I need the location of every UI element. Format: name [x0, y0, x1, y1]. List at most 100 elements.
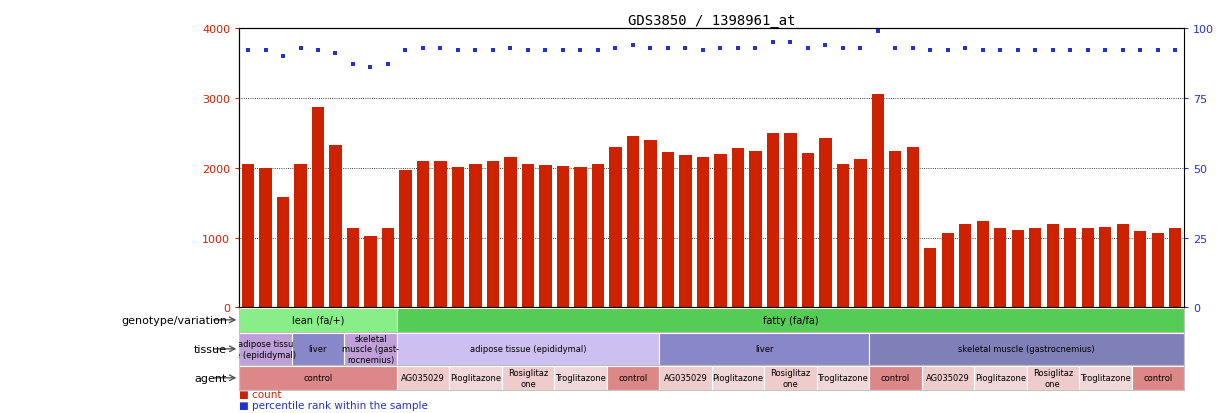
Bar: [606, 366, 659, 390]
Text: fatty (fa/fa): fatty (fa/fa): [762, 315, 818, 325]
Bar: [921, 366, 974, 390]
Bar: [470, 164, 481, 308]
Bar: [837, 164, 849, 308]
Bar: [890, 152, 902, 308]
Bar: [396, 366, 449, 390]
Bar: [854, 159, 866, 308]
Bar: [1134, 231, 1146, 308]
Bar: [382, 229, 394, 308]
Text: liver: liver: [755, 344, 773, 354]
Bar: [504, 157, 517, 308]
Bar: [764, 366, 817, 390]
Bar: [697, 158, 709, 308]
Bar: [557, 167, 569, 308]
Text: ■ percentile rank within the sample: ■ percentile rank within the sample: [239, 400, 428, 410]
Bar: [1029, 229, 1042, 308]
Text: control: control: [303, 373, 333, 382]
Text: Pioglitazone: Pioglitazone: [974, 373, 1026, 382]
Bar: [869, 366, 921, 390]
Bar: [239, 366, 396, 390]
Text: skeletal muscle (gastrocnemius): skeletal muscle (gastrocnemius): [958, 344, 1094, 354]
Bar: [574, 168, 587, 308]
Bar: [924, 249, 936, 308]
Bar: [312, 108, 324, 308]
Bar: [1117, 225, 1129, 308]
Bar: [974, 366, 1027, 390]
Bar: [434, 161, 447, 308]
Bar: [239, 333, 292, 365]
Text: Rosiglitaz
one: Rosiglitaz one: [771, 368, 811, 387]
Bar: [555, 366, 606, 390]
Bar: [347, 229, 360, 308]
Bar: [1079, 366, 1131, 390]
Bar: [1064, 229, 1076, 308]
Text: Pioglitazone: Pioglitazone: [450, 373, 501, 382]
Bar: [644, 141, 656, 308]
Bar: [1152, 233, 1164, 308]
Text: liver: liver: [309, 344, 328, 354]
Bar: [294, 165, 307, 308]
Bar: [869, 333, 1184, 365]
Bar: [399, 171, 411, 308]
Bar: [1131, 366, 1184, 390]
Bar: [487, 162, 499, 308]
Bar: [242, 165, 254, 308]
Bar: [960, 224, 972, 308]
Text: Rosiglitaz
one: Rosiglitaz one: [1033, 368, 1072, 387]
Bar: [712, 366, 764, 390]
Bar: [659, 366, 712, 390]
Bar: [449, 366, 502, 390]
Text: ■ count: ■ count: [239, 389, 282, 399]
Bar: [750, 152, 762, 308]
Bar: [659, 333, 869, 365]
Bar: [329, 145, 341, 308]
Bar: [277, 197, 290, 308]
Bar: [1082, 228, 1094, 308]
Bar: [502, 366, 555, 390]
Bar: [714, 155, 726, 308]
Text: skeletal
muscle (gast-
rocnemius): skeletal muscle (gast- rocnemius): [342, 334, 399, 364]
Bar: [521, 164, 534, 308]
Bar: [610, 147, 622, 308]
Bar: [661, 153, 674, 308]
Bar: [1099, 228, 1112, 308]
Bar: [1027, 366, 1079, 390]
Text: Rosiglitaz
one: Rosiglitaz one: [508, 368, 548, 387]
Bar: [801, 154, 814, 308]
Text: genotype/variation: genotype/variation: [121, 315, 227, 325]
Text: AG035029: AG035029: [664, 373, 707, 382]
Bar: [767, 133, 779, 308]
Bar: [345, 333, 396, 365]
Text: AG035029: AG035029: [926, 373, 969, 382]
Bar: [417, 161, 429, 308]
Text: agent: agent: [195, 373, 227, 383]
Text: tissue: tissue: [194, 344, 227, 354]
Text: Troglitazone: Troglitazone: [1080, 373, 1131, 382]
Bar: [396, 333, 659, 365]
Text: Pioglitazone: Pioglitazone: [713, 373, 763, 382]
Bar: [396, 308, 1184, 332]
Bar: [907, 148, 919, 308]
Text: control: control: [618, 373, 648, 382]
Bar: [1169, 229, 1182, 308]
Title: GDS3850 / 1398961_at: GDS3850 / 1398961_at: [628, 14, 795, 28]
Bar: [817, 366, 869, 390]
Bar: [942, 234, 953, 308]
Text: Troglitazone: Troglitazone: [817, 373, 869, 382]
Bar: [627, 137, 639, 308]
Bar: [1012, 230, 1025, 308]
Bar: [820, 138, 832, 308]
Bar: [680, 156, 692, 308]
Bar: [784, 134, 796, 308]
Text: control: control: [1144, 373, 1173, 382]
Bar: [540, 166, 552, 308]
Bar: [1047, 224, 1059, 308]
Text: adipose tissue (epididymal): adipose tissue (epididymal): [470, 344, 587, 354]
Bar: [977, 221, 989, 308]
Bar: [364, 237, 377, 308]
Bar: [871, 95, 883, 308]
Bar: [591, 165, 604, 308]
Text: Troglitazone: Troglitazone: [555, 373, 606, 382]
Text: adipose tissu
e (epididymal): adipose tissu e (epididymal): [234, 339, 296, 358]
Bar: [452, 168, 464, 308]
